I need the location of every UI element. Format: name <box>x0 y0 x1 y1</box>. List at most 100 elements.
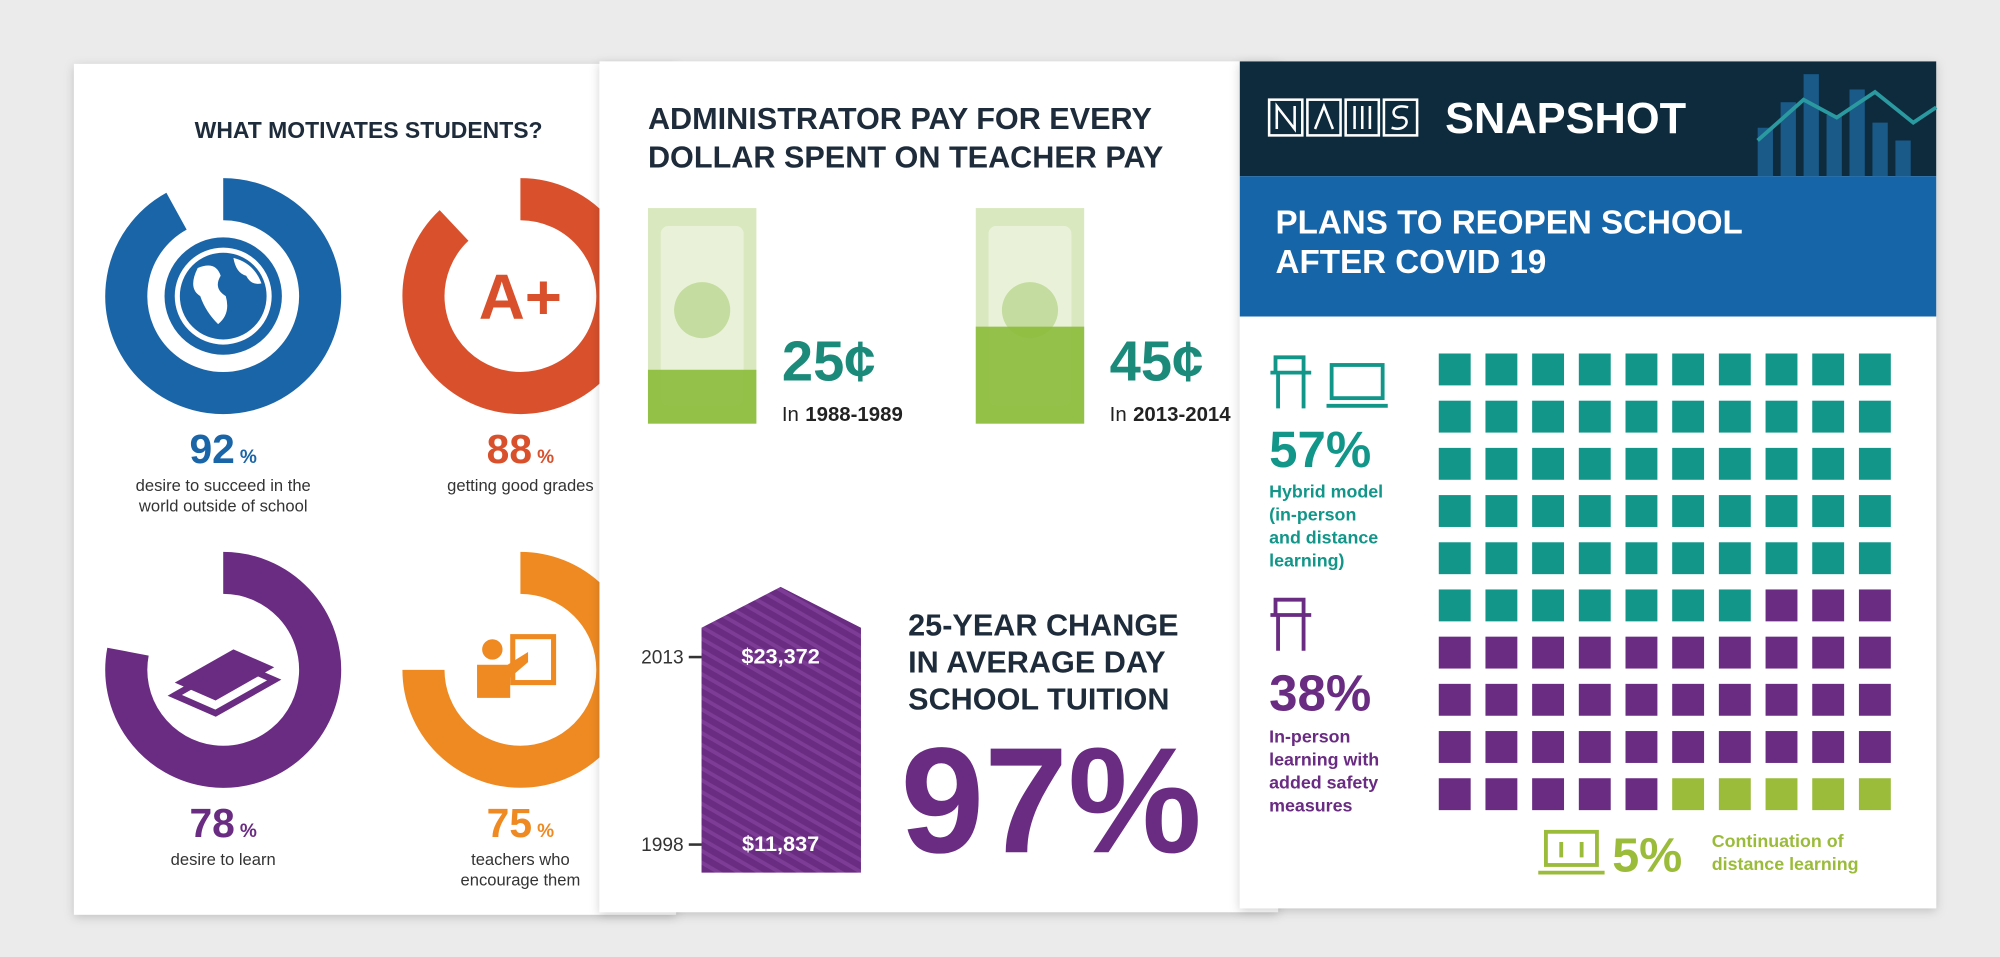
waffle-cell <box>1532 542 1565 575</box>
panel-title: PLANS TO REOPEN SCHOOL <box>1276 205 1743 242</box>
waffle-cell <box>1578 731 1611 763</box>
percent-unit: % <box>1639 828 1682 882</box>
globe-icon <box>174 247 272 345</box>
waffle-cell <box>1532 589 1565 622</box>
waffle-cell <box>1672 589 1705 622</box>
teacher-icon <box>510 634 557 686</box>
waffle-cell <box>1625 353 1658 386</box>
waffle-cell <box>1625 495 1658 527</box>
percent-number: 38 <box>1269 665 1326 722</box>
waffle-cell <box>1438 447 1471 480</box>
waffle-cell <box>1672 731 1705 763</box>
bill-fill <box>975 326 1085 424</box>
waffle-cell <box>1718 636 1751 669</box>
tuition-headline: SCHOOL TUITION <box>908 682 1169 716</box>
waffle-cell <box>1718 542 1751 575</box>
waffle-cell <box>1532 400 1565 433</box>
waffle-cell <box>1438 589 1471 622</box>
waffle-cell <box>1718 683 1751 716</box>
donut-arc <box>402 551 639 788</box>
group-label: and distance <box>1269 528 1378 548</box>
waffle-cell <box>1578 778 1611 811</box>
tuition-shape <box>701 586 861 873</box>
item-label: getting good grades <box>447 476 594 495</box>
amount-label: $11,837 <box>742 831 819 856</box>
percent-value: 5% <box>1612 828 1682 882</box>
desk-icon <box>1270 355 1388 409</box>
teacher-icon <box>482 639 503 660</box>
waffle-cell <box>1858 447 1891 480</box>
group-label: Hybrid model <box>1269 482 1383 502</box>
cents-value: 45¢ <box>1110 329 1204 392</box>
waffle-cell <box>1718 353 1751 386</box>
year-label: 1998 <box>641 835 684 856</box>
change-number: 97 <box>901 716 1068 884</box>
waffle-cell <box>1718 731 1751 763</box>
waffle-cell <box>1485 495 1518 527</box>
percent-value: 75% <box>487 800 555 846</box>
percent-number: 78 <box>189 800 234 846</box>
waffle-cell <box>1672 353 1705 386</box>
percent-number: 92 <box>189 426 234 472</box>
year-label: 2013 <box>641 647 684 668</box>
percent-number: 5 <box>1612 828 1639 882</box>
percent-unit: % <box>537 447 554 468</box>
logo <box>1267 98 1419 137</box>
book-icon <box>174 649 275 701</box>
cents-value: 25¢ <box>782 329 876 392</box>
cents-unit: ¢ <box>844 329 875 392</box>
tuition-change: 97% <box>901 716 1202 884</box>
period-label: In 1988-1989 <box>782 404 903 426</box>
percent-value: 88% <box>487 426 555 472</box>
waffle-cell <box>1672 683 1705 716</box>
desk-icon <box>1270 597 1312 651</box>
panel-title: AFTER COVID 19 <box>1276 244 1547 281</box>
waffle-cell <box>1765 636 1798 669</box>
waffle-cell <box>1438 636 1471 669</box>
group-label: (in-person <box>1269 505 1356 525</box>
percent-value: 78% <box>189 800 257 846</box>
percent-unit: % <box>1326 665 1371 722</box>
percent-number: 75 <box>487 800 532 846</box>
period-years: 2013-2014 <box>1133 404 1231 426</box>
header-line <box>1756 89 1938 142</box>
waffle-cell <box>1672 542 1705 575</box>
group-label: distance learning <box>1712 854 1859 874</box>
waffle-cell <box>1858 589 1891 622</box>
waffle-cell <box>1858 495 1891 527</box>
waffle-cell <box>1812 495 1845 527</box>
period-years: 1988-1989 <box>805 404 903 426</box>
group-label: learning) <box>1269 551 1344 571</box>
bill-fill <box>647 369 757 424</box>
waffle-cell <box>1672 495 1705 527</box>
waffle-cell <box>1765 542 1798 575</box>
waffle-cell <box>1672 636 1705 669</box>
panel-title: ADMINISTRATOR PAY FOR EVERY <box>648 102 1152 136</box>
waffle-cell <box>1765 589 1798 622</box>
waffle-cell <box>1812 778 1845 811</box>
waffle-cell <box>1812 353 1845 386</box>
bill-seal <box>674 282 731 339</box>
laptop-icon <box>1538 829 1605 875</box>
waffle-cell <box>1578 683 1611 716</box>
item-label: encourage them <box>461 870 581 889</box>
percent-number: 57 <box>1269 421 1326 478</box>
waffle-cell <box>1438 731 1471 763</box>
item-label: world outside of school <box>138 497 308 516</box>
waffle-cell <box>1812 683 1845 716</box>
percent-value: 38% <box>1269 665 1371 722</box>
tuition-headline: IN AVERAGE DAY <box>908 645 1165 679</box>
period-prefix: In <box>782 404 799 426</box>
waffle-cell <box>1718 495 1751 527</box>
panel-title: DOLLAR SPENT ON TEACHER PAY <box>648 140 1163 174</box>
waffle-cell <box>1485 353 1518 386</box>
waffle-cell <box>1625 542 1658 575</box>
waffle-cell <box>1765 353 1798 386</box>
waffle-cell <box>1578 353 1611 386</box>
waffle-cell <box>1438 683 1471 716</box>
percent-unit: % <box>240 821 257 842</box>
waffle-cell <box>1858 353 1891 386</box>
